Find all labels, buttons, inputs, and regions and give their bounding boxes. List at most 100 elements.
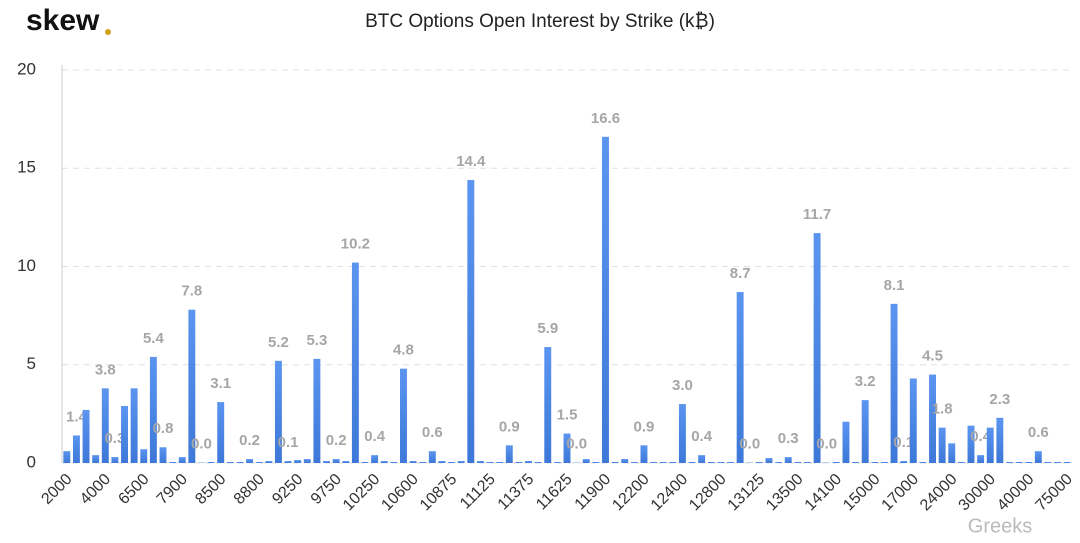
- bar: [996, 417, 1004, 463]
- bar: [1034, 451, 1042, 463]
- data-label: 16.6: [591, 110, 620, 127]
- x-tick-label: 30000: [956, 471, 1000, 515]
- data-label: 5.9: [537, 320, 558, 337]
- bar: [967, 425, 975, 463]
- logo: skew: [26, 4, 100, 37]
- bar: [1025, 462, 1033, 463]
- bar: [159, 447, 167, 463]
- x-tick-label: 11625: [533, 471, 576, 514]
- bar: [717, 462, 725, 463]
- bar: [1044, 462, 1052, 463]
- bar: [659, 462, 667, 463]
- bar: [284, 461, 292, 463]
- bar: [1054, 462, 1062, 463]
- bar: [496, 462, 504, 463]
- x-tick-label: 75000: [1033, 471, 1077, 515]
- x-tick-label: 6500: [115, 471, 152, 508]
- bar: [525, 461, 532, 463]
- bar: [948, 443, 956, 463]
- bar: [698, 455, 706, 463]
- data-label: 8.1: [884, 277, 905, 294]
- bar: [929, 374, 936, 463]
- bar: [707, 462, 715, 463]
- x-tick-label: 11900: [572, 471, 615, 514]
- bar: [736, 292, 744, 463]
- y-tick-label: 10: [17, 256, 36, 275]
- x-tick-label: 10250: [340, 471, 384, 515]
- bar: [140, 449, 148, 463]
- bar: [265, 461, 273, 463]
- bar: [217, 402, 225, 463]
- data-label: 0.2: [239, 432, 260, 449]
- bar: [986, 427, 994, 463]
- bar: [101, 388, 109, 463]
- bar: [409, 461, 417, 463]
- bar: [390, 462, 398, 463]
- data-label: 10.2: [341, 236, 370, 253]
- x-tick-label: 12800: [686, 471, 730, 515]
- bar: [621, 459, 629, 463]
- x-tick-label: 24000: [917, 471, 961, 515]
- bar: [534, 462, 542, 463]
- y-tick-label: 0: [27, 452, 36, 471]
- data-label: 0.9: [499, 418, 520, 435]
- data-label: 0.4: [691, 428, 713, 445]
- data-label: 3.1: [210, 375, 231, 392]
- bar: [784, 457, 792, 463]
- x-tick-label: 8500: [192, 471, 229, 508]
- bar: [467, 180, 475, 464]
- bar: [82, 409, 90, 463]
- bar: [1015, 462, 1023, 463]
- x-tick-label: 13125: [725, 471, 769, 515]
- data-label: 3.2: [855, 373, 876, 390]
- bar: [351, 262, 359, 463]
- bar: [977, 455, 985, 463]
- bar: [832, 462, 840, 463]
- bar: [323, 461, 330, 463]
- data-label: 0.6: [1028, 424, 1049, 441]
- bar: [371, 455, 379, 463]
- data-label: 0.0: [739, 436, 760, 453]
- data-label: 0.9: [634, 418, 655, 435]
- bar: [505, 445, 513, 463]
- bar: [476, 461, 484, 463]
- data-label: 8.7: [730, 265, 751, 282]
- bar: [169, 462, 177, 463]
- bar: [207, 462, 215, 463]
- data-label: 0.8: [153, 420, 174, 437]
- bar: [515, 462, 523, 463]
- bar: [582, 459, 590, 463]
- bar: [852, 462, 860, 463]
- bar: [938, 427, 946, 463]
- bar: [630, 462, 638, 463]
- bar: [63, 451, 71, 463]
- chart-title: BTC Options Open Interest by Strike (k₿): [365, 11, 715, 32]
- bar: [361, 462, 369, 463]
- bar: [871, 462, 879, 463]
- data-label: 1.5: [557, 406, 578, 423]
- data-label: 11.7: [803, 206, 831, 223]
- data-label: 0.4: [970, 428, 992, 445]
- x-tick-label: 12400: [648, 471, 692, 515]
- bar: [669, 462, 677, 463]
- data-label: 5.2: [268, 334, 289, 351]
- bar: [794, 462, 802, 463]
- x-tick-label: 40000: [994, 471, 1038, 515]
- x-tick-label: 15000: [840, 471, 884, 515]
- bar: [755, 462, 763, 463]
- bar: [1006, 462, 1013, 463]
- bar: [804, 462, 811, 463]
- x-tick-label: 17000: [879, 471, 923, 515]
- bar: [236, 462, 244, 463]
- bar: [602, 136, 609, 463]
- data-label: 5.4: [143, 330, 165, 347]
- data-label: 0.0: [566, 436, 587, 453]
- x-tick-label: 9250: [269, 471, 306, 508]
- x-tick-label: 8800: [231, 471, 268, 508]
- x-tick-label: 4000: [77, 471, 114, 508]
- data-label: 3.0: [672, 377, 693, 394]
- data-label: 2.3: [989, 391, 1010, 408]
- bar: [563, 433, 571, 463]
- bar: [688, 462, 696, 463]
